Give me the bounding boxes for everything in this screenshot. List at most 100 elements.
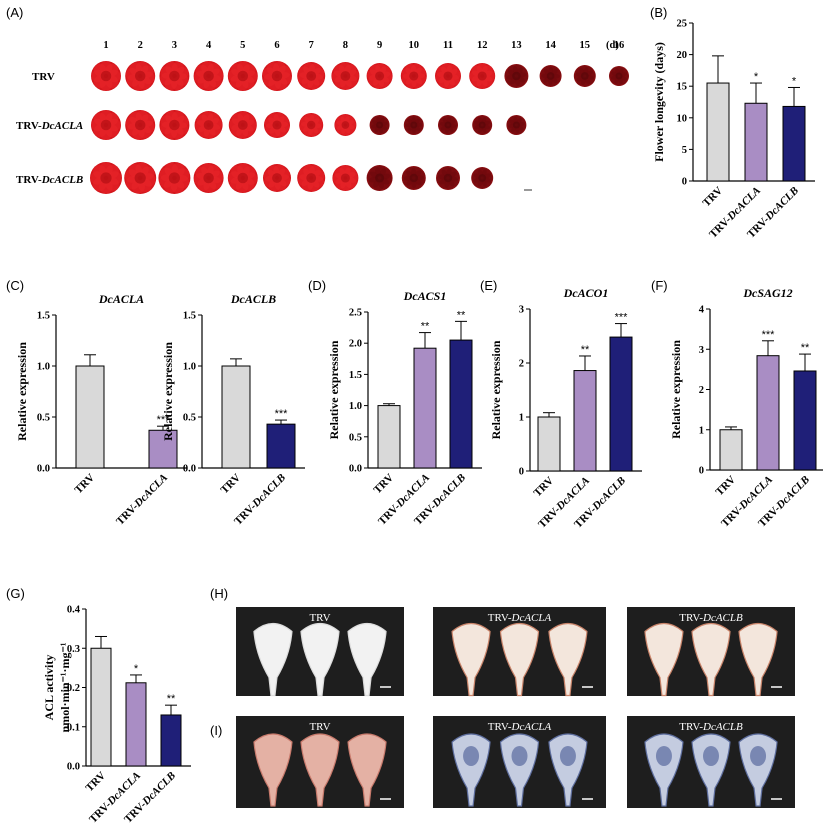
petal-stain — [463, 746, 480, 766]
bar — [160, 714, 182, 767]
y-tick-label: 5 — [682, 145, 687, 156]
day-label: 14 — [545, 40, 556, 51]
x-tick-label: TRV — [218, 472, 243, 497]
panel-b-letter: (B) — [650, 5, 667, 20]
significance-label: *** — [615, 312, 629, 324]
flower-center — [546, 72, 555, 80]
flower-center — [307, 120, 316, 130]
flower-center — [410, 121, 418, 129]
bar — [609, 336, 633, 472]
flower-photo — [194, 111, 223, 139]
flower-center — [169, 119, 180, 131]
petal — [300, 622, 340, 697]
flower-photo — [227, 61, 258, 91]
flower-center — [341, 121, 350, 129]
petal-texture — [347, 69, 359, 82]
y-tick-label: 0.3 — [67, 644, 80, 655]
petal — [451, 622, 491, 697]
significance-label: ** — [421, 321, 430, 333]
flower-photo — [506, 115, 527, 135]
y-axis-label: ACL activity — [42, 655, 56, 721]
flower-center — [272, 173, 282, 183]
significance-label: ** — [801, 342, 810, 354]
day-label: 10 — [409, 40, 420, 51]
petal-texture — [346, 119, 357, 130]
flower-center — [169, 70, 180, 82]
bar — [75, 365, 105, 469]
chart-title: DcACLA — [98, 292, 144, 306]
flower-center — [237, 70, 249, 82]
panel-e-letter: (E) — [480, 278, 497, 293]
flower-center — [100, 172, 112, 184]
flower-photo — [435, 63, 461, 89]
flower-center — [580, 72, 589, 80]
y-tick-label: 0 — [682, 177, 687, 188]
bar — [449, 339, 473, 469]
day-label: 7 — [309, 40, 314, 51]
panel-a-flower-time-course: (A) 1 2 3 4 5 6 7 8 9 10 11 12 13 14 15 16 (d) TRV TRV-… — [6, 5, 629, 194]
flower-photo — [91, 61, 121, 91]
photo-i-2: TRV-DcACLB — [627, 716, 795, 808]
x-tick-label: TRV — [531, 475, 556, 500]
significance-label: *** — [275, 408, 289, 420]
day-label: 5 — [240, 40, 245, 51]
flower-photo — [471, 167, 494, 189]
y-tick-label: 1.5 — [183, 311, 196, 322]
flower-photo — [228, 111, 257, 139]
photo-i-0: TRV — [236, 716, 404, 808]
panel-a-letter: (A) — [6, 5, 23, 20]
petal-stain — [559, 746, 576, 766]
y-tick-label: 0.0 — [67, 762, 80, 773]
chart-title: DcACO1 — [563, 286, 609, 300]
y-axis-label: Relative expression — [489, 340, 503, 439]
row-label-trv-dcaclb: TRV-DcACLB — [16, 174, 83, 186]
significance-label: ** — [457, 309, 466, 321]
flower-center — [100, 70, 112, 82]
flower-photo — [159, 110, 190, 140]
day-label: 8 — [343, 40, 348, 51]
flower-photo — [193, 163, 224, 193]
y-tick-label: 10 — [677, 113, 688, 124]
x-tick-label: TRV-DcACLA — [114, 472, 170, 528]
y-tick-label: 1.5 — [37, 311, 50, 322]
bar — [125, 682, 147, 767]
flower-photo — [158, 162, 191, 194]
photo-i-1: TRV-DcACLA — [433, 716, 606, 808]
photo-label: TRV-DcACLB — [679, 721, 743, 733]
flower-center — [306, 71, 317, 81]
photo-label: TRV-DcACLA — [488, 612, 552, 624]
y-tick-label: 20 — [677, 50, 688, 61]
bar — [793, 370, 817, 471]
petal-stain — [703, 746, 719, 766]
day-label: 11 — [443, 40, 453, 51]
flower-center — [100, 119, 112, 131]
bar — [377, 405, 401, 469]
flower-center — [272, 120, 282, 130]
petal — [644, 622, 684, 697]
y-axis-label: Relative expression — [669, 340, 683, 439]
petal — [253, 733, 293, 807]
flower-photo — [299, 113, 324, 137]
y-tick-label: 0.0 — [349, 464, 362, 475]
flower-center — [375, 173, 385, 183]
flower-photo — [438, 115, 458, 135]
day-label: 12 — [477, 40, 488, 51]
day-label: 1 — [103, 40, 108, 51]
bar — [719, 429, 743, 471]
petal — [347, 733, 387, 807]
y-tick-label: 3 — [699, 345, 704, 356]
flower-center — [375, 71, 385, 81]
photo-label: TRV-DcACLB — [679, 612, 743, 624]
flower-photo — [609, 66, 629, 86]
bar — [744, 102, 768, 182]
chart-title: DcACS1 — [403, 289, 447, 303]
photo-label: TRV — [309, 612, 330, 624]
petal-texture — [228, 171, 241, 184]
flower-center — [134, 70, 146, 82]
bar — [413, 347, 437, 469]
petal — [253, 622, 293, 697]
petal — [347, 622, 387, 697]
x-tick-label: TRV — [713, 474, 738, 499]
photo-h-2: TRV-DcACLB — [627, 607, 795, 697]
